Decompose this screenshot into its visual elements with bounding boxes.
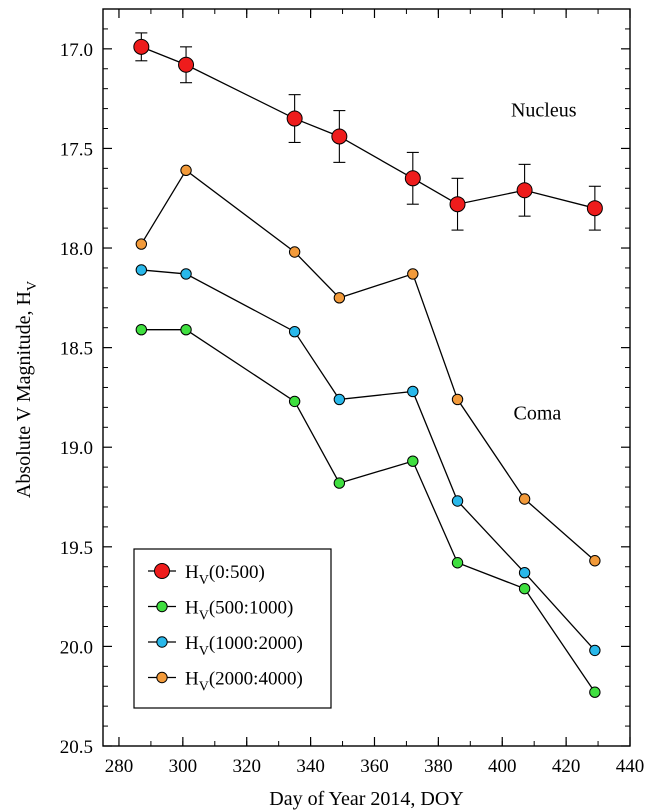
data-point bbox=[333, 477, 346, 489]
legend-item: HV(1000:2000) bbox=[148, 633, 303, 659]
legend-marker bbox=[156, 671, 168, 684]
legend-marker bbox=[154, 563, 170, 579]
legend-marker bbox=[156, 636, 168, 648]
legend-item: HV(2000:4000) bbox=[148, 669, 303, 695]
series-line bbox=[140, 169, 596, 562]
data-point bbox=[288, 246, 301, 258]
annotation-label: Nucleus bbox=[511, 100, 577, 122]
data-point bbox=[331, 128, 348, 145]
data-point bbox=[589, 686, 601, 698]
y-tick-label: 18.0 bbox=[60, 239, 93, 260]
x-tick-label: 440 bbox=[616, 756, 645, 777]
data-point bbox=[333, 292, 346, 304]
data-point bbox=[180, 323, 192, 336]
data-point bbox=[451, 393, 464, 406]
annotations: Nucleus Coma bbox=[511, 100, 577, 425]
legend-marker bbox=[156, 600, 168, 613]
y-tick-label: 20.0 bbox=[60, 637, 93, 658]
axis-ticks: 280 300 320 340 360 380 400 420 440 17.0 17.5 18.0 1… bbox=[60, 9, 645, 777]
series-line bbox=[141, 269, 596, 651]
series-500:1000 bbox=[135, 323, 601, 698]
y-tick-label: 19.0 bbox=[60, 438, 93, 459]
legend-items: HV(0:500) HV(500:1000) HV(1000:2000) HV(200… bbox=[148, 562, 303, 695]
x-tick-label: 380 bbox=[424, 756, 453, 777]
legend-label: HV(0:500) bbox=[185, 562, 265, 588]
x-tick-label: 340 bbox=[296, 756, 325, 777]
y-axis-title-subscript: V bbox=[25, 281, 40, 291]
data-point bbox=[589, 644, 601, 657]
annotation-label: Coma bbox=[513, 402, 561, 424]
x-tick-label: 420 bbox=[552, 756, 581, 777]
data-point bbox=[449, 196, 466, 213]
legend-item: HV(0:500) bbox=[148, 562, 265, 588]
x-axis-title: Day of Year 2014, DOY bbox=[269, 788, 463, 810]
data-point bbox=[407, 268, 419, 280]
data-point bbox=[451, 495, 464, 507]
data-point bbox=[135, 238, 148, 250]
legend: HV(0:500) HV(500:1000) HV(1000:2000) HV(200… bbox=[133, 548, 332, 709]
data-point bbox=[180, 268, 192, 280]
plot-area-frame bbox=[102, 8, 631, 747]
series-0:500 bbox=[133, 32, 603, 231]
y-tick-label: 19.5 bbox=[60, 538, 93, 559]
y-tick-label: 17.5 bbox=[60, 139, 93, 160]
data-point bbox=[407, 385, 419, 398]
data-point bbox=[518, 567, 531, 579]
series-line bbox=[141, 46, 596, 209]
y-axis-title-main: Absolute V Magnitude, H bbox=[13, 291, 35, 498]
y-axis-title: Absolute V Magnitude, HV bbox=[13, 281, 40, 498]
data-point bbox=[180, 164, 192, 177]
data-point bbox=[451, 557, 464, 569]
data-point bbox=[518, 493, 531, 505]
x-tick-label: 300 bbox=[169, 756, 198, 777]
series-line bbox=[141, 329, 596, 693]
data-point bbox=[286, 110, 303, 127]
legend-item: HV(500:1000) bbox=[148, 598, 293, 624]
x-tick-label: 360 bbox=[360, 756, 389, 777]
data-point bbox=[404, 170, 421, 187]
series-2000:4000 bbox=[135, 164, 601, 567]
data-point bbox=[135, 323, 148, 336]
data-point bbox=[516, 182, 533, 199]
data-point bbox=[135, 264, 148, 276]
data-point bbox=[288, 395, 301, 408]
data-point bbox=[333, 393, 346, 406]
x-tick-label: 320 bbox=[232, 756, 261, 777]
y-tick-label: 17.0 bbox=[60, 40, 93, 61]
legend-label: HV(1000:2000) bbox=[185, 633, 303, 659]
data-point bbox=[589, 555, 601, 567]
x-tick-label: 400 bbox=[488, 756, 517, 777]
data-point bbox=[288, 325, 301, 338]
legend-label: HV(500:1000) bbox=[185, 598, 293, 624]
data-point bbox=[518, 582, 531, 595]
data-point bbox=[133, 38, 150, 55]
y-tick-label: 18.5 bbox=[60, 339, 93, 360]
y-tick-label: 20.5 bbox=[60, 737, 93, 758]
data-point bbox=[178, 56, 195, 73]
data-point bbox=[586, 200, 603, 217]
series-1000:2000 bbox=[135, 264, 601, 657]
series-layer bbox=[133, 32, 603, 698]
data-point bbox=[407, 455, 419, 467]
legend-label: HV(2000:4000) bbox=[185, 669, 303, 695]
x-tick-label: 280 bbox=[105, 756, 134, 777]
